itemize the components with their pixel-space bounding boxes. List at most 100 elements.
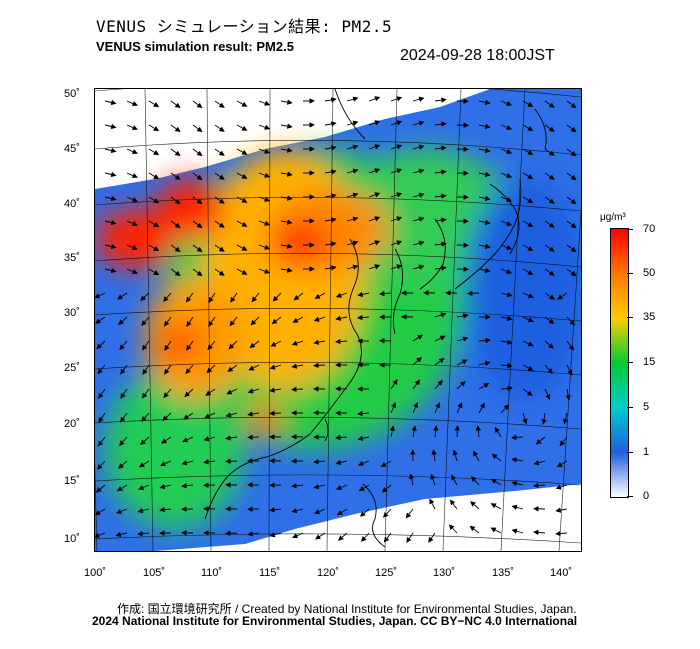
wind-arrow [192,124,203,133]
wind-arrow [118,316,128,326]
wind-arrow [280,99,293,105]
wind-arrow [126,124,138,131]
wind-arrow [555,507,568,513]
wind-arrow [280,195,293,201]
wind-arrow [431,449,437,462]
wind-arrow [292,316,304,323]
wind-arrow [522,412,528,425]
colorbar-tick-mark [627,317,633,318]
wind-arrow [452,449,458,462]
wind-arrow [490,527,502,534]
wind-arrow [104,267,117,274]
wind-arrow [456,380,466,390]
wind-arrow [338,532,348,541]
wind-arrow [566,244,577,253]
wind-arrow [119,340,128,351]
wind-arrow [236,220,248,227]
lat-label-30: 30˚ [64,307,80,319]
wind-arrow [390,144,403,150]
lon-label-135: 135˚ [492,567,515,579]
colorbar-tick-mark [627,229,633,230]
wind-arrow [379,290,392,297]
wind-arrow [533,529,546,536]
wind-arrow [390,120,403,126]
wind-arrow [164,364,172,375]
wind-arrow [383,532,392,543]
wind-arrow [203,459,216,465]
wind-arrow [470,501,480,510]
wind-arrow [456,313,469,319]
wind-arrow [368,240,381,246]
wind-arrow [293,292,304,301]
wind-arrow [335,484,348,490]
wind-arrow [126,196,138,203]
lat-label-50: 50˚ [64,88,80,100]
wind-arrow [141,316,150,326]
wind-arrow [390,168,403,174]
wind-arrow [500,220,513,226]
wind-arrow [192,100,203,109]
wind-arrow [148,268,160,276]
wind-arrow [214,124,225,132]
wind-arrow [544,292,555,300]
colorbar-tick-mark [627,362,633,363]
wind-arrow [313,458,326,465]
wind-arrow [357,435,370,441]
wind-arrow [346,216,359,222]
wind-arrow [236,100,248,107]
pm25-map-canvas [95,89,581,551]
wind-arrow [280,243,293,249]
wind-arrow [500,339,513,345]
wind-arrow [478,360,491,367]
wind-arrow [291,507,304,514]
wind-arrow [324,241,337,247]
wind-arrow [227,364,238,372]
wind-arrow [368,168,381,174]
wind-arrow [170,124,181,133]
wind-arrow [335,292,348,298]
wind-arrow [162,412,172,422]
colorbar-tick-1: 1 [643,446,650,458]
wind-arrow [170,244,181,253]
wind-arrow [98,388,106,399]
wind-arrow [533,460,546,466]
wind-arrow [346,264,359,270]
wind-arrow [456,336,469,342]
wind-arrow [250,316,260,326]
wind-arrow [475,425,481,438]
wind-arrow [478,171,491,178]
wind-arrow [434,335,446,342]
wind-arrow [269,387,282,393]
wind-arrow [555,530,568,537]
wind-arrow [280,147,293,153]
wind-arrow [148,196,160,204]
wind-arrow [361,532,370,542]
lat-label-15: 15˚ [64,475,80,487]
wind-arrow [186,316,194,327]
wind-arrow [562,412,569,425]
wind-arrow [104,219,117,226]
wind-arrow [412,96,425,102]
colorbar-tick-70: 70 [643,223,656,235]
wind-arrow [368,192,381,198]
wind-arrow [448,524,458,534]
wind-arrow [119,412,128,423]
wind-arrow [412,240,425,246]
wind-arrow [412,334,424,342]
wind-arrow [192,148,203,157]
wind-arrow [291,386,304,393]
colorbar-unit: μg/m³ [600,212,626,223]
wind-arrow [566,364,573,376]
wind-arrow [181,460,194,466]
wind-arrow [412,402,419,414]
wind-arrow [95,316,106,324]
wind-arrow [280,267,293,273]
wind-arrow [291,363,304,369]
wind-arrow [405,508,414,519]
wind-vector-field [95,96,577,543]
wind-arrow [411,425,417,438]
wind-arrow [314,508,326,515]
wind-arrow [269,410,282,416]
wind-arrow [207,340,216,351]
wind-arrow [566,196,577,205]
